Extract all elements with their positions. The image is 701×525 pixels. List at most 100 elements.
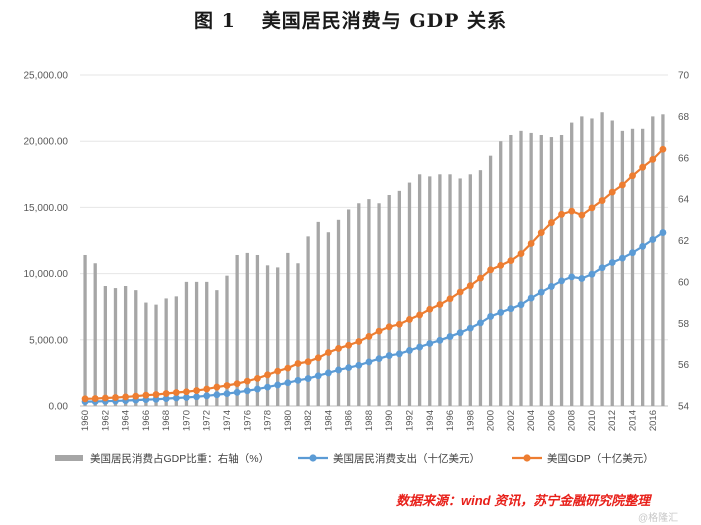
bar — [347, 209, 351, 406]
gdp-point — [101, 394, 109, 402]
gdp-point — [466, 282, 474, 290]
consumption-point — [284, 379, 292, 387]
consumption-point — [345, 364, 353, 372]
consumption-point — [406, 347, 413, 354]
x-axis-ticks: 1960 1962 1964 1966 1968 1970 1972 1974 1976 1978… — [80, 410, 659, 431]
consumption-point — [598, 264, 606, 272]
x-axis-tick-label: 1986 — [344, 410, 355, 431]
bar — [600, 112, 604, 407]
consumption-point — [172, 394, 180, 402]
gdp-point — [568, 207, 576, 215]
right-axis-tick-label: 70 — [678, 71, 690, 82]
bar — [265, 265, 270, 406]
bar — [123, 286, 128, 406]
consumption-point — [507, 305, 515, 313]
right-axis-tick-label: 68 — [678, 112, 690, 123]
bar — [286, 252, 290, 406]
consumption-point — [304, 375, 312, 382]
left-axis-ticks: 0.00 5,000.00 10,000.00 15,000.00 20,000.00 2… — [24, 71, 69, 413]
gdp-point — [456, 288, 464, 296]
bar — [387, 194, 391, 406]
gdp-point — [183, 388, 190, 396]
bar — [235, 254, 239, 406]
consumption-point — [294, 376, 302, 384]
consumption-point — [335, 366, 342, 374]
right-axis-tick-label: 58 — [678, 319, 690, 330]
gdp-point — [537, 229, 545, 237]
gdp-point — [639, 163, 647, 171]
consumption-point — [649, 236, 657, 243]
consumption-point — [274, 381, 282, 389]
consumption-point — [548, 283, 555, 290]
bar — [488, 155, 493, 406]
x-axis-tick-label: 1978 — [263, 410, 274, 431]
legend-label: 美国居民消费支出（十亿美元） — [333, 452, 480, 465]
x-axis-tick-label: 1998 — [465, 410, 476, 431]
consumption-point — [527, 294, 535, 302]
x-axis-tick-label: 1992 — [404, 410, 415, 431]
right-axis-tick-label: 62 — [678, 236, 690, 247]
gdp-point — [172, 389, 180, 396]
left-axis-tick-label: 5,000.00 — [29, 335, 68, 346]
consumption-point — [233, 388, 241, 396]
x-axis-tick-label: 1996 — [445, 410, 456, 431]
consumption-point — [324, 369, 332, 377]
x-axis-tick-label: 2012 — [607, 410, 618, 431]
x-axis-tick-label: 2004 — [526, 410, 537, 431]
bar — [357, 203, 361, 406]
x-axis-tick-label: 2014 — [628, 410, 639, 431]
x-axis-tick-label: 1964 — [121, 410, 132, 431]
gdp-point — [649, 156, 657, 163]
consumption-point — [162, 395, 170, 403]
consumption-point — [517, 301, 525, 309]
consumption-point — [193, 393, 200, 401]
left-axis-tick-label: 25,000.00 — [24, 71, 69, 82]
gdp-point — [406, 316, 413, 323]
x-axis-tick-label: 1972 — [202, 410, 213, 431]
bar — [245, 252, 249, 406]
bar — [164, 298, 168, 406]
bar — [651, 116, 655, 406]
gdp-point — [335, 345, 342, 352]
gdp-point — [112, 394, 119, 401]
consumption-point — [578, 275, 586, 282]
bar — [539, 134, 543, 406]
x-axis-tick-label: 2006 — [546, 410, 557, 431]
legend-swatch-bar — [55, 455, 83, 461]
gdp-point — [162, 390, 170, 397]
bar — [620, 130, 625, 406]
bar — [407, 182, 412, 406]
consumption-point — [203, 392, 211, 400]
bar — [529, 132, 533, 407]
gdp-point — [294, 360, 302, 367]
legend-label: 美国居民消费占GDP比重：右轴（%） — [90, 452, 269, 465]
gdp-point — [193, 387, 200, 394]
bar — [580, 116, 584, 406]
gdp-point — [659, 145, 667, 153]
bar — [205, 281, 209, 406]
consumption-point — [436, 336, 444, 344]
figure-title: 图 1 美国居民消费与 GDP 关系 — [0, 6, 701, 33]
gdp-point — [345, 341, 353, 349]
bar — [509, 134, 513, 406]
gdp-point — [629, 172, 636, 180]
left-axis-tick-label: 20,000.00 — [24, 137, 69, 148]
consumption-point — [365, 358, 373, 366]
figure-number: 图 1 — [193, 10, 236, 32]
gdp-point — [132, 392, 140, 400]
consumption-point — [416, 343, 424, 351]
gdp-point — [203, 385, 211, 393]
gdp-point — [223, 382, 231, 389]
consumption-point — [243, 387, 251, 395]
consumption-point — [639, 242, 647, 250]
bar — [519, 130, 523, 406]
right-axis-tick-label: 64 — [678, 195, 690, 206]
bar — [316, 221, 320, 406]
gdp-point — [385, 323, 393, 331]
consumption-point — [608, 259, 616, 266]
gdp-point — [598, 197, 606, 204]
gdp-point — [274, 367, 282, 375]
consumption-point — [568, 273, 576, 281]
x-axis-tick-label: 1974 — [222, 410, 233, 431]
consumption-point — [537, 288, 545, 296]
